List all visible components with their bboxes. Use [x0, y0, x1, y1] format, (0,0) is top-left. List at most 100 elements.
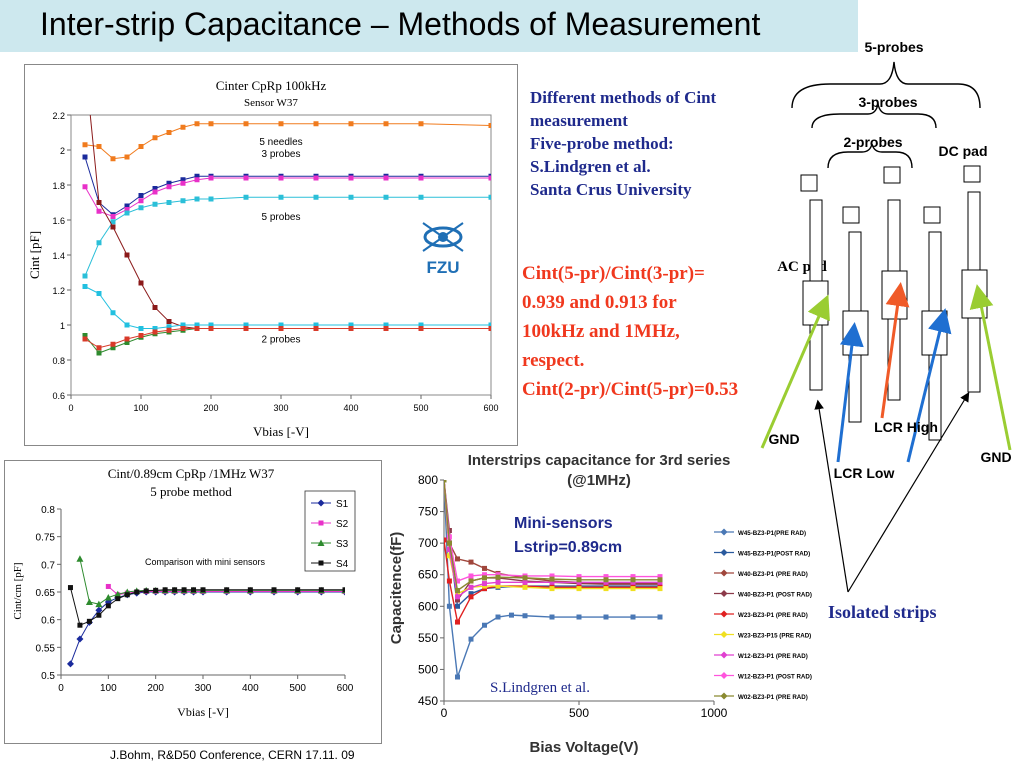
y-tick-label: 750: [418, 505, 438, 519]
data-point: [278, 322, 284, 328]
data-point: [549, 586, 555, 592]
data-point: [110, 156, 116, 162]
data-point: [444, 537, 447, 543]
y-tick-label: 800: [418, 473, 438, 487]
data-point: [82, 184, 88, 190]
data-point: [383, 175, 389, 181]
data-point: [488, 194, 491, 200]
data-point: [495, 574, 501, 580]
x-tick-label: 600: [337, 683, 354, 694]
data-point: [208, 196, 214, 202]
x-tick-label: 0: [68, 403, 73, 413]
data-point: [468, 636, 474, 642]
data-point: [455, 597, 460, 603]
data-point: [243, 322, 249, 328]
data-point: [166, 130, 172, 135]
data-point: [455, 578, 460, 584]
strip-3: [881, 166, 908, 401]
data-point: [138, 333, 144, 338]
data-point: [124, 207, 130, 212]
ratio-line: Cint(5-pr)/Cint(3-pr)=: [522, 263, 705, 284]
data-point: [348, 121, 354, 127]
data-point: [630, 577, 636, 583]
y-tick-label: 0.6: [41, 616, 55, 627]
fzu-logo: FZU: [422, 222, 464, 277]
series-line-6: [84, 286, 491, 329]
legend-marker: [720, 528, 728, 536]
x-axis-label: Vbias [-V]: [177, 705, 229, 719]
data-point: [468, 559, 474, 565]
chart-annotation: Lstrip=0.89cm: [514, 539, 622, 556]
legend-entry: S1: [336, 499, 349, 510]
legend-marker: [720, 631, 728, 638]
x-axis-label: Vbias [-V]: [253, 424, 309, 439]
legend-entry: S2: [336, 519, 349, 530]
data-point: [444, 480, 447, 483]
data-point: [194, 322, 200, 328]
data-point: [105, 603, 111, 609]
data-point: [243, 326, 249, 331]
legend-marker: [720, 569, 728, 577]
data-point: [152, 326, 158, 331]
data-point: [82, 284, 88, 289]
data-point: [576, 614, 582, 620]
data-point: [342, 587, 345, 593]
chart-annotation: 2 probes: [262, 335, 301, 346]
data-point: [96, 612, 102, 618]
data-point: [194, 121, 200, 127]
data-point: [383, 322, 389, 328]
data-point: [657, 577, 663, 583]
info-line: measurement: [530, 111, 628, 130]
data-point: [271, 587, 277, 593]
data-point: [191, 587, 197, 593]
isolated-pointer-1: [814, 399, 849, 593]
data-point: [82, 336, 88, 342]
data-point: [576, 574, 582, 580]
data-point: [67, 585, 73, 591]
ratio-line: respect.: [522, 350, 585, 371]
data-point: [76, 635, 84, 643]
plot-series-group: [82, 115, 491, 356]
data-point: [180, 180, 186, 186]
data-point: [482, 586, 487, 592]
chart-title: Interstrips capacitance for 3rd series: [468, 452, 731, 469]
y-tick-label: 0.7: [41, 560, 55, 571]
y-tick-label: 1.8: [52, 181, 65, 191]
data-point: [630, 586, 636, 592]
data-point: [603, 577, 609, 583]
y-tick-label: 650: [418, 568, 438, 582]
chart-title: Cint/0.89cm CpRp /1MHz W37: [108, 466, 275, 481]
x-tick-label: 100: [133, 403, 148, 413]
data-point: [124, 336, 130, 342]
x-tick-label: 600: [483, 403, 498, 413]
data-point: [138, 198, 144, 204]
data-point: [172, 587, 178, 593]
label-lcr-high: LCR High: [874, 419, 938, 435]
ratio-line: 0.939 and 0.913 for: [522, 292, 677, 313]
data-point: [488, 175, 491, 181]
x-tick-label: 500: [289, 683, 306, 694]
data-point: [124, 340, 130, 345]
data-point: [295, 587, 301, 593]
data-point: [455, 674, 460, 680]
ac-pad: [881, 270, 908, 320]
data-point: [418, 121, 424, 127]
data-point: [446, 553, 452, 559]
data-point: [180, 326, 186, 331]
chart-cint-per-cm-1mhz: 0.5 0.55 0.6 0.65 0.7 0.75 0.8 0 100 200 300 400 500…: [4, 460, 382, 744]
brace-2-probes: [827, 143, 913, 169]
logo-orbit: [422, 222, 464, 252]
data-point: [657, 579, 663, 585]
data-point: [138, 326, 144, 331]
data-point: [468, 584, 474, 590]
data-point: [603, 614, 609, 620]
data-point: [180, 177, 186, 183]
isolated-pointer-2: [847, 391, 970, 593]
x-tick-label: 500: [413, 403, 428, 413]
series-line-8: [444, 480, 660, 582]
data-point: [446, 546, 452, 552]
data-point: [143, 588, 149, 594]
data-point: [468, 573, 474, 579]
legend-entry: W12-BZ3-P1 (PRE RAD): [738, 653, 808, 660]
data-point: [446, 540, 452, 546]
